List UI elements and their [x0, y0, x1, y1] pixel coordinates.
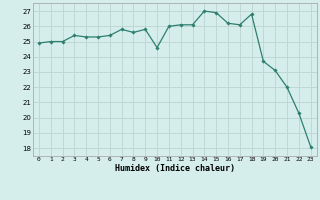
X-axis label: Humidex (Indice chaleur): Humidex (Indice chaleur): [115, 164, 235, 173]
